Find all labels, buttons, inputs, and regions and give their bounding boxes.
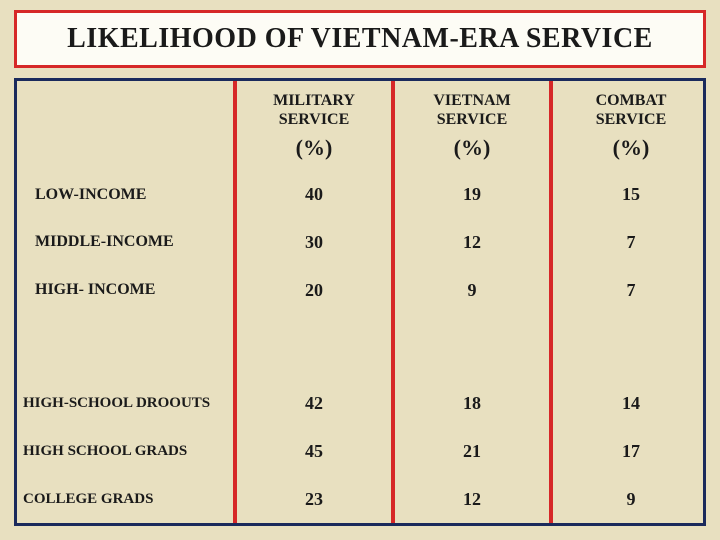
row-label: COLLEGE GRADS (17, 475, 235, 523)
slide: LIKELIHOOD OF VIETNAM-ERA SERVICE MILITA… (0, 0, 720, 540)
col-header-3: COMBAT SERVICE (551, 81, 709, 131)
header-row: MILITARY SERVICE VIETNAM SERVICE COMBAT … (17, 81, 709, 131)
cell: 40 (235, 171, 393, 219)
cell: 17 (551, 427, 709, 475)
service-table: MILITARY SERVICE VIETNAM SERVICE COMBAT … (17, 81, 709, 523)
cell: 12 (393, 218, 551, 266)
cell: 20 (235, 266, 393, 314)
row-label: HIGH SCHOOL GRADS (17, 427, 235, 475)
cell: 45 (235, 427, 393, 475)
col1-line2: SERVICE (279, 111, 350, 128)
unit-2: (%) (393, 131, 551, 170)
title-box: LIKELIHOOD OF VIETNAM-ERA SERVICE (14, 10, 706, 68)
table-row: MIDDLE-INCOME 30 12 7 (17, 218, 709, 266)
cell: 12 (393, 475, 551, 523)
col2-line2: SERVICE (437, 111, 508, 128)
col3-line1: COMBAT (596, 92, 667, 109)
cell: 7 (551, 266, 709, 314)
unit-3: (%) (551, 131, 709, 170)
unit-row: (%) (%) (%) (17, 131, 709, 170)
cell: 18 (393, 379, 551, 427)
group-gap (17, 314, 709, 379)
table-row: HIGH SCHOOL GRADS 45 21 17 (17, 427, 709, 475)
table-container: MILITARY SERVICE VIETNAM SERVICE COMBAT … (14, 78, 706, 526)
cell: 30 (235, 218, 393, 266)
cell: 9 (393, 266, 551, 314)
table-row: HIGH-SCHOOL DROOUTS 42 18 14 (17, 379, 709, 427)
col2-line1: VIETNAM (433, 92, 510, 109)
table-row: LOW-INCOME 40 19 15 (17, 171, 709, 219)
cell: 21 (393, 427, 551, 475)
cell: 23 (235, 475, 393, 523)
row-label: MIDDLE-INCOME (17, 218, 235, 266)
unit-1: (%) (235, 131, 393, 170)
col1-line1: MILITARY (273, 92, 355, 109)
slide-title: LIKELIHOOD OF VIETNAM-ERA SERVICE (67, 23, 653, 55)
cell: 14 (551, 379, 709, 427)
row-label: LOW-INCOME (17, 171, 235, 219)
col-header-1: MILITARY SERVICE (235, 81, 393, 131)
cell: 15 (551, 171, 709, 219)
cell: 7 (551, 218, 709, 266)
cell: 9 (551, 475, 709, 523)
col-header-2: VIETNAM SERVICE (393, 81, 551, 131)
col3-line2: SERVICE (596, 111, 667, 128)
header-blank (17, 81, 235, 131)
unit-blank (17, 131, 235, 170)
cell: 19 (393, 171, 551, 219)
cell: 42 (235, 379, 393, 427)
row-label: HIGH- INCOME (17, 266, 235, 314)
table-row: HIGH- INCOME 20 9 7 (17, 266, 709, 314)
table-row: COLLEGE GRADS 23 12 9 (17, 475, 709, 523)
row-label: HIGH-SCHOOL DROOUTS (17, 379, 235, 427)
